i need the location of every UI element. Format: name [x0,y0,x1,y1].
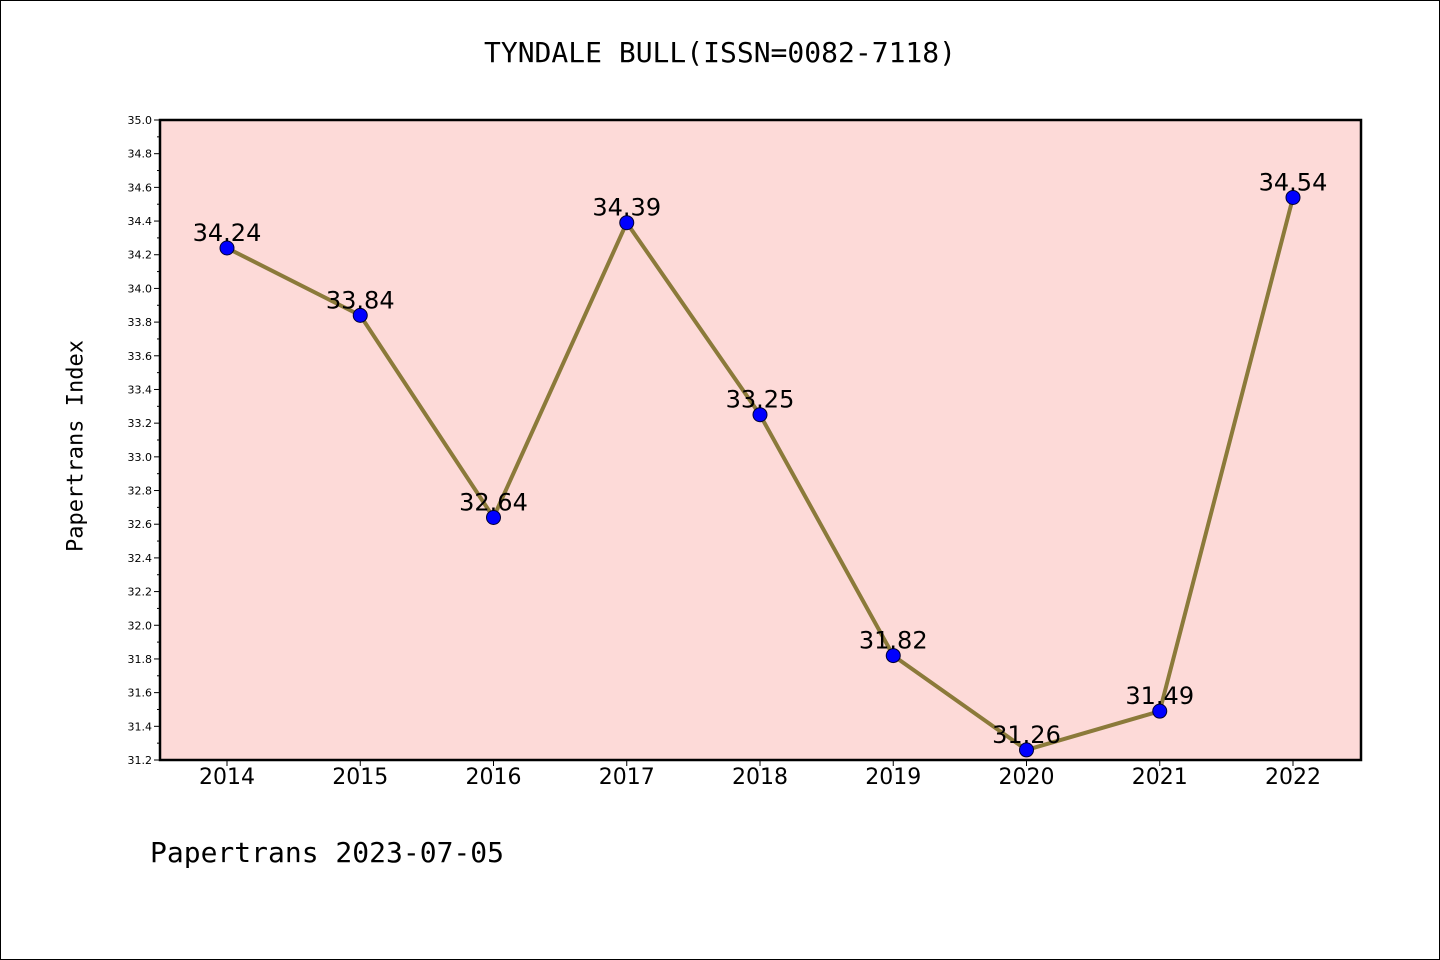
chart-title: TYNDALE BULL(ISSN=0082-7118) [483,36,956,69]
x-tick-label: 2018 [732,765,788,790]
data-labels: 34.24 33.84 32.64 34.39 33.25 31.82 31.26 31.49… [193,168,1328,748]
x-tick-label: 2016 [466,765,522,790]
data-label: 31.49 [1125,682,1194,710]
y-tick-label: 34.0 [128,282,153,295]
y-tick-label: 33.0 [128,451,153,464]
y-tick-label: 32.8 [128,485,153,498]
data-label: 34.54 [1259,168,1328,196]
x-axis: 2014 2015 2016 2017 2018 2019 2020 2021 2022 [199,760,1321,790]
data-label: 31.26 [992,721,1061,749]
data-point [352,307,368,323]
data-point [752,407,768,423]
y-tick-label: 31.6 [128,687,153,700]
x-tick-label: 2022 [1265,765,1321,790]
x-tick-label: 2020 [999,765,1055,790]
x-tick-label: 2019 [865,765,921,790]
y-tick-label: 34.2 [128,249,153,262]
data-point [1285,189,1301,205]
y-tick-label: 34.6 [128,181,153,194]
data-label: 34.24 [193,219,262,247]
y-tick-label: 33.6 [128,350,153,363]
data-point [1019,742,1034,758]
y-tick-label: 33.8 [128,316,153,329]
y-tick-label: 34.4 [128,215,153,228]
x-tick-label: 2015 [332,765,388,790]
y-tick-label: 34.8 [128,148,153,161]
y-tick-label: 33.4 [128,383,153,396]
data-label: 32.64 [459,488,528,516]
data-point [619,215,635,231]
x-tick-label: 2014 [199,765,255,790]
data-point [1152,703,1168,719]
data-label: 33.84 [326,286,395,314]
x-tick-label: 2017 [599,765,655,790]
data-label: 34.39 [592,194,661,222]
y-tick-label: 32.2 [128,586,153,599]
y-tick-label: 33.2 [128,417,153,430]
data-label: 31.82 [859,627,928,655]
footer-text: Papertrans 2023-07-05 [150,836,505,869]
data-label: 33.25 [726,386,795,414]
y-tick-label: 32.0 [128,619,153,632]
y-tick-label: 31.4 [128,720,153,733]
data-point [885,648,901,664]
y-tick-label: 32.6 [128,518,153,531]
y-tick-label: 31.2 [128,754,153,767]
y-tick-label: 32.4 [128,552,153,565]
data-point [219,240,235,256]
y-axis: 31.2 31.4 31.6 31.8 32.0 32.2 32.4 32.6 32.8 33.0… [128,114,160,767]
data-point [486,509,501,525]
data-markers [219,189,1301,758]
plot-border [158,118,1363,762]
x-tick-label: 2021 [1132,765,1188,790]
y-tick-label: 35.0 [128,114,153,127]
plot-area [160,120,1361,760]
y-tick-label: 31.8 [128,653,153,666]
